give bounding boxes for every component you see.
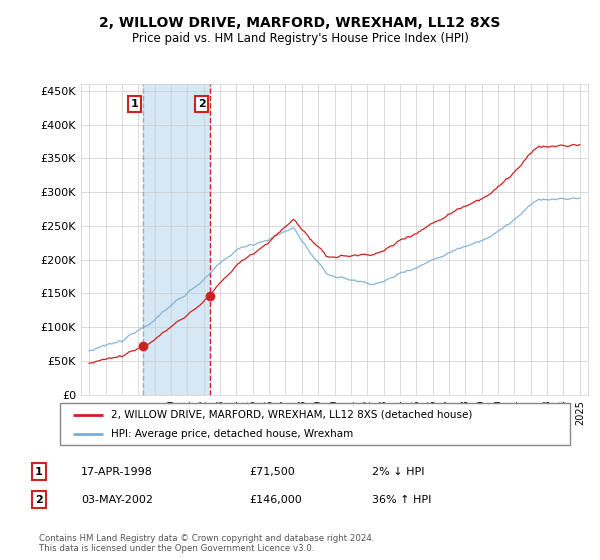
FancyBboxPatch shape	[60, 403, 570, 445]
Text: £71,500: £71,500	[249, 466, 295, 477]
Text: Price paid vs. HM Land Registry's House Price Index (HPI): Price paid vs. HM Land Registry's House …	[131, 32, 469, 45]
Text: 2, WILLOW DRIVE, MARFORD, WREXHAM, LL12 8XS: 2, WILLOW DRIVE, MARFORD, WREXHAM, LL12 …	[100, 16, 500, 30]
Text: 2% ↓ HPI: 2% ↓ HPI	[372, 466, 425, 477]
Bar	[143, 84, 210, 395]
Text: 2: 2	[35, 494, 43, 505]
Text: £146,000: £146,000	[249, 494, 302, 505]
Text: HPI: Average price, detached house, Wrexham: HPI: Average price, detached house, Wrex…	[111, 429, 353, 439]
Text: 1: 1	[131, 99, 139, 109]
Text: 2: 2	[197, 99, 205, 109]
Text: 36% ↑ HPI: 36% ↑ HPI	[372, 494, 431, 505]
Text: 17-APR-1998: 17-APR-1998	[81, 466, 153, 477]
Text: 03-MAY-2002: 03-MAY-2002	[81, 494, 153, 505]
Text: 1: 1	[35, 466, 43, 477]
Text: 2, WILLOW DRIVE, MARFORD, WREXHAM, LL12 8XS (detached house): 2, WILLOW DRIVE, MARFORD, WREXHAM, LL12 …	[111, 409, 472, 419]
Text: Contains HM Land Registry data © Crown copyright and database right 2024.
This d: Contains HM Land Registry data © Crown c…	[39, 534, 374, 553]
